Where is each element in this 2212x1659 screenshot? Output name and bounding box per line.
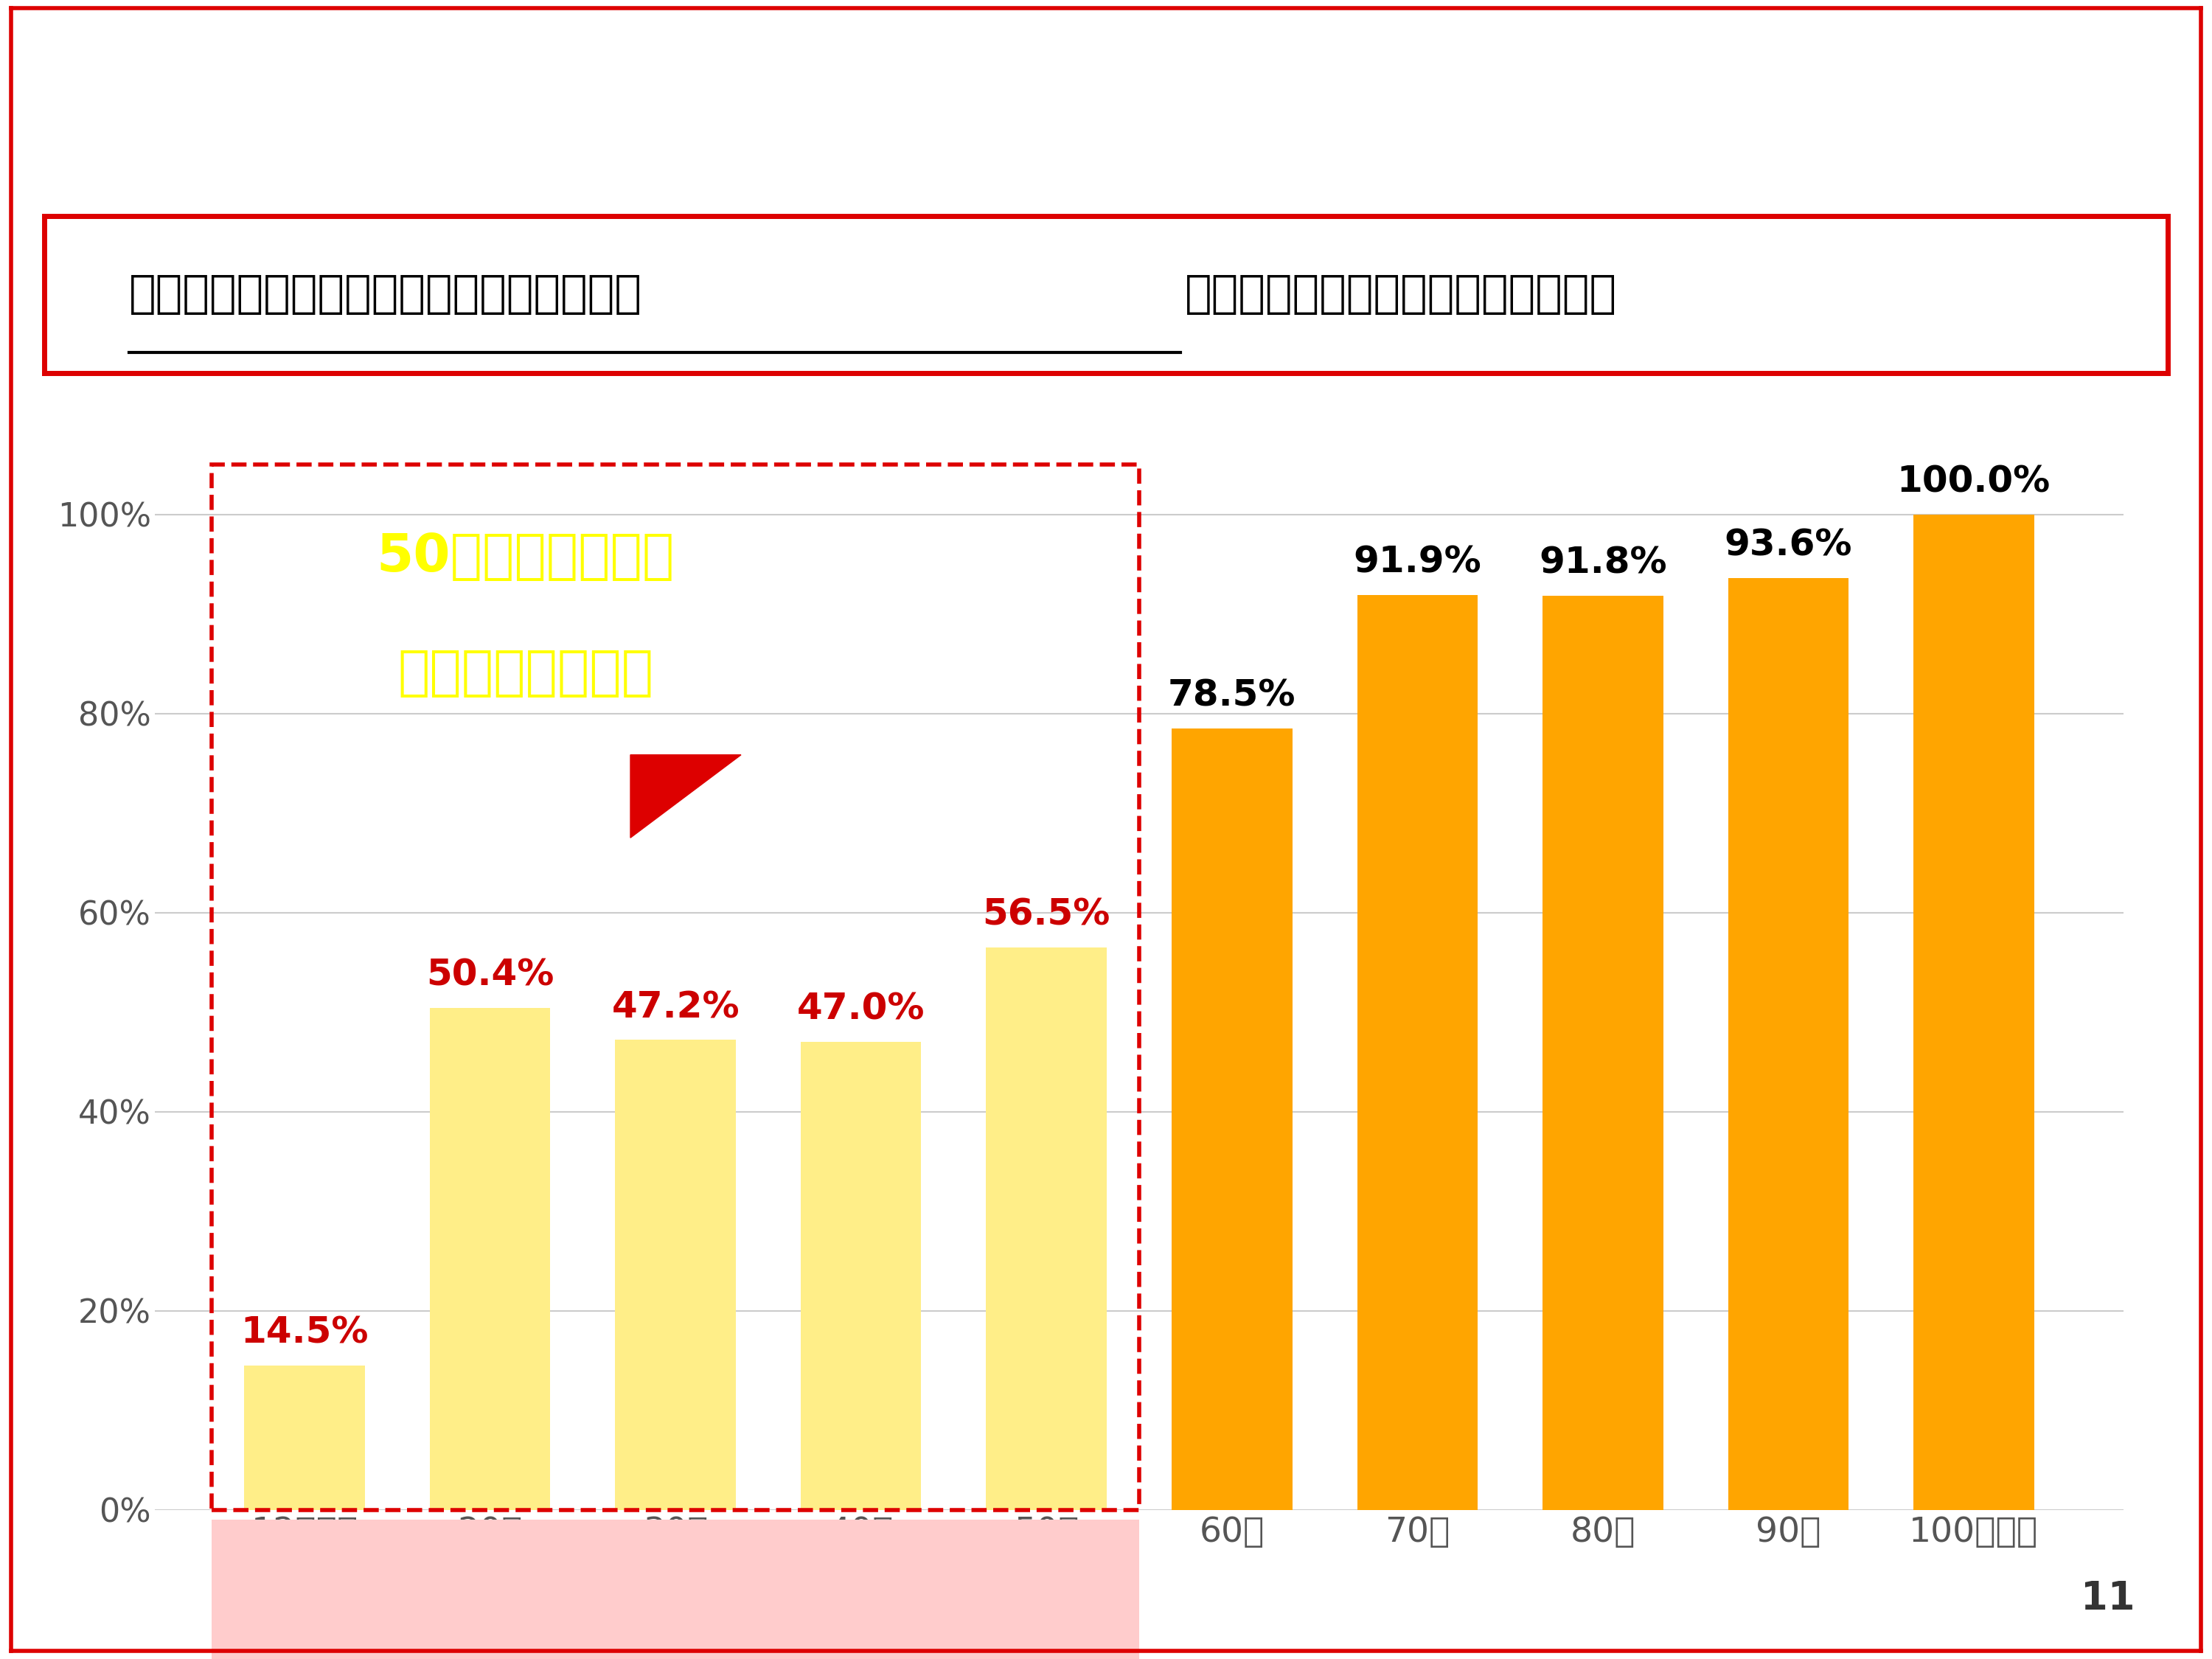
- Text: 50代以下の接種率: 50代以下の接種率: [376, 533, 675, 582]
- Text: 91.8%: 91.8%: [1540, 546, 1668, 581]
- Text: 91.9%: 91.9%: [1354, 544, 1482, 581]
- Bar: [1358, 596, 1478, 1510]
- Bar: [212, 465, 1139, 1510]
- Bar: [987, 947, 1106, 1510]
- Bar: [212, 1520, 1139, 1659]
- Bar: [1913, 514, 2035, 1510]
- Text: 50.4%: 50.4%: [427, 957, 553, 994]
- Text: がまだ低い状況！: がまだ低い状況！: [398, 649, 653, 698]
- Bar: [1172, 728, 1292, 1510]
- Text: 47.2%: 47.2%: [611, 989, 739, 1025]
- Text: 93.6%: 93.6%: [1725, 528, 1851, 562]
- Text: ワクチン２回目接種から６か月経過した方: ワクチン２回目接種から６か月経過した方: [128, 272, 641, 317]
- Bar: [1542, 596, 1663, 1510]
- Text: 47.0%: 47.0%: [796, 992, 925, 1027]
- Bar: [243, 1365, 365, 1510]
- Text: 56.5%: 56.5%: [982, 898, 1110, 932]
- Text: 年代別のワクチン３回目接種率の状況②: 年代別のワクチン３回目接種率の状況②: [768, 65, 1444, 124]
- Text: 78.5%: 78.5%: [1168, 679, 1296, 713]
- Bar: [1728, 577, 1849, 1510]
- Text: 14.5%: 14.5%: [241, 1316, 369, 1350]
- Bar: [801, 1042, 920, 1510]
- Text: 100.0%: 100.0%: [1898, 465, 2051, 499]
- Bar: [615, 1040, 737, 1510]
- Text: で３回目の接種が完了した方の割合: で３回目の接種が完了した方の割合: [1186, 272, 1617, 317]
- Bar: [429, 1009, 551, 1510]
- Text: 11: 11: [2079, 1579, 2135, 1618]
